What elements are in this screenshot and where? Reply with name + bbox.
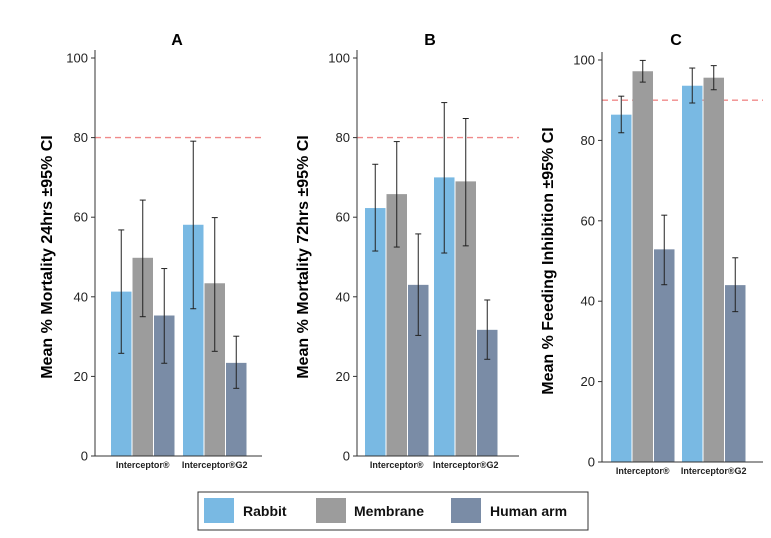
legend-label-membrane: Membrane (354, 503, 424, 519)
panel-a: 0 20 40 60 80 100 Interceptor® Interceptor®G2 A M… (39, 32, 262, 470)
category-label-b-interceptor-g2: Interceptor®G2 (433, 460, 499, 470)
y-tick-label-b-0: 0 (343, 449, 350, 464)
bar-b-interceptor-g2-human-arm (477, 329, 498, 456)
bar-a-interceptor-rabbit (111, 291, 132, 456)
bar-a-interceptor-g2-human-arm (226, 362, 247, 456)
category-label-c-interceptor-g2: Interceptor®G2 (681, 466, 747, 476)
bar-b-interceptor-human-arm (408, 284, 429, 456)
y-tick-label-b-100: 100 (328, 51, 350, 66)
y-tick-label-c-20: 20 (581, 374, 595, 389)
y-tick-label-a-40: 40 (74, 289, 88, 304)
y-axis-label-b: Mean % Mortality 72hrs ±95% CI (295, 135, 312, 379)
legend-label-rabbit: Rabbit (243, 503, 287, 519)
bar-c-interceptor-human-arm (654, 249, 675, 462)
panel-title-c: C (670, 32, 682, 49)
y-tick-label-b-20: 20 (336, 369, 350, 384)
bar-c-interceptor-g2-rabbit (682, 85, 703, 462)
y-axis-label-c: Mean % Feeding Inhibition ±95% CI (540, 127, 557, 394)
category-label-a-interceptor: Interceptor® (116, 460, 170, 470)
bar-a-interceptor-g2-membrane (204, 283, 225, 456)
y-tick-label-c-100: 100 (573, 53, 595, 68)
bar-b-interceptor-membrane (386, 194, 407, 456)
y-tick-label-c-60: 60 (581, 213, 595, 228)
legend-swatch-rabbit (204, 498, 234, 523)
category-label-a-interceptor-g2: Interceptor®G2 (182, 460, 248, 470)
bar-b-interceptor-rabbit (365, 208, 386, 456)
legend-label-human-arm: Human arm (490, 503, 567, 519)
y-tick-label-c-0: 0 (588, 455, 595, 470)
legend-frame (197, 491, 589, 531)
y-tick-label-a-20: 20 (74, 369, 88, 384)
y-tick-label-b-80: 80 (336, 130, 350, 145)
panel-b: 0 20 40 60 80 100 Interceptor® Interceptor®G2 B M… (295, 32, 519, 470)
bar-a-interceptor-g2-rabbit (183, 224, 204, 456)
y-tick-label-b-40: 40 (336, 289, 350, 304)
panel-title-b: B (424, 32, 436, 49)
legend-swatch-human-arm (451, 498, 481, 523)
legend: Rabbit Membrane Human arm (197, 491, 589, 531)
y-tick-label-a-80: 80 (74, 130, 88, 145)
y-tick-label-a-100: 100 (66, 51, 88, 66)
category-label-b-interceptor: Interceptor® (370, 460, 424, 470)
bar-a-interceptor-membrane (132, 257, 153, 456)
y-tick-label-b-60: 60 (336, 210, 350, 225)
y-axis-label-a: Mean % Mortality 24hrs ±95% CI (39, 135, 56, 379)
bar-b-interceptor-g2-rabbit (434, 177, 455, 456)
legend-swatch-membrane (316, 498, 346, 523)
y-tick-label-c-80: 80 (581, 133, 595, 148)
chart-panels: 0 20 40 60 80 100 Interceptor® Interceptor®G2 A M… (39, 32, 763, 476)
bar-c-interceptor-rabbit (611, 114, 632, 462)
panel-title-a: A (171, 32, 183, 49)
bar-c-interceptor-g2-human-arm (725, 285, 746, 462)
category-label-c-interceptor: Interceptor® (616, 466, 670, 476)
bar-a-interceptor-human-arm (154, 315, 175, 456)
y-tick-label-c-40: 40 (581, 294, 595, 309)
y-tick-label-a-0: 0 (81, 449, 88, 464)
y-tick-label-a-60: 60 (74, 210, 88, 225)
bar-c-interceptor-g2-membrane (703, 77, 724, 463)
bar-b-interceptor-g2-membrane (455, 181, 476, 456)
panel-c: 0 20 40 60 80 100 Interceptor® Interceptor®G2 C M… (540, 32, 763, 476)
bar-c-interceptor-membrane (632, 71, 653, 463)
